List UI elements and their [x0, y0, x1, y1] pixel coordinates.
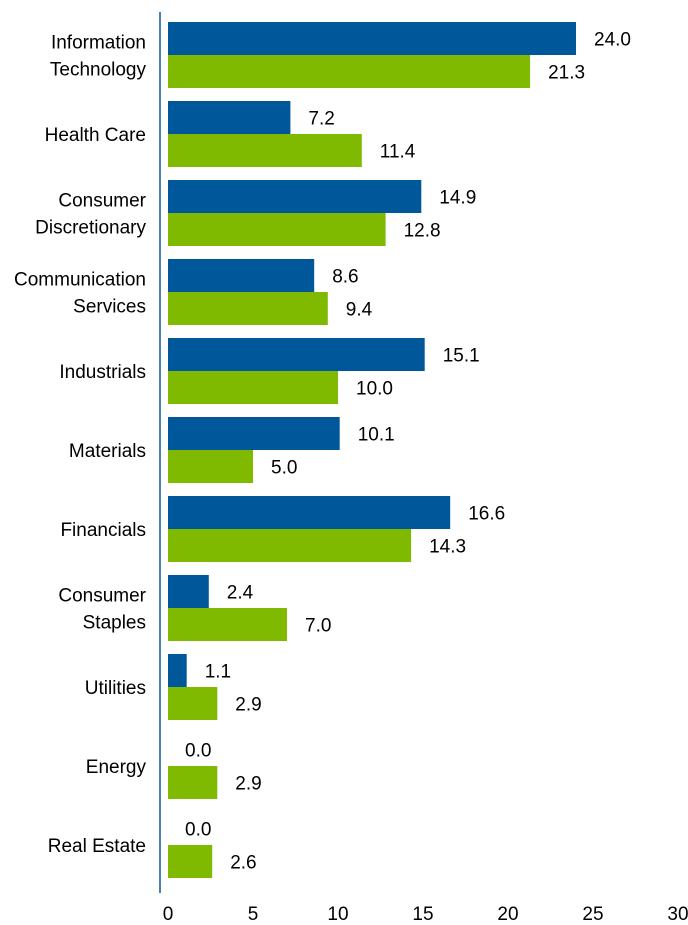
data-label: 5.0: [271, 458, 297, 479]
x-tick-label: 0: [163, 904, 174, 925]
labels-layer: Information Technology 24.0 21.3 Health Care…: [14, 30, 631, 874]
data-label: 12.8: [404, 221, 441, 242]
bar-series-2: [168, 845, 213, 878]
data-label: 10.1: [358, 425, 395, 446]
data-label: 7.0: [305, 616, 331, 637]
data-label: 10.0: [356, 379, 393, 400]
category-label: Consumer Discretionary: [35, 191, 147, 239]
category-label: Communication Services: [14, 270, 146, 318]
data-label: 24.0: [594, 30, 631, 51]
category-label: Financials: [60, 520, 146, 541]
bar-series-1: [168, 338, 425, 371]
x-tick-label: 30: [667, 904, 688, 925]
bar-series-2: [168, 450, 253, 483]
category-label: Utilities: [85, 678, 146, 699]
x-axis-ticks: 0 5 10 15 20 25 30: [163, 904, 688, 925]
data-label: 0.0: [185, 741, 211, 762]
category-label: Health Care: [45, 125, 146, 146]
bar-series-2: [168, 213, 386, 246]
bar-series-1: [168, 496, 451, 529]
data-label: 16.6: [468, 504, 505, 525]
x-tick-label: 15: [412, 904, 433, 925]
bar-series-1: [168, 654, 187, 687]
data-label: 0.0: [185, 820, 211, 841]
bar-series-2: [168, 687, 218, 720]
bar-series-1: [168, 417, 340, 450]
data-label: 9.4: [346, 300, 373, 321]
bar-series-2: [168, 371, 338, 404]
data-label: 14.9: [439, 188, 476, 209]
data-label: 2.9: [235, 695, 261, 716]
bar-series-1: [168, 259, 315, 292]
category-label: Energy: [86, 757, 147, 778]
bar-series-2: [168, 134, 362, 167]
data-label: 1.1: [205, 662, 231, 683]
bar-series-1: [168, 575, 209, 608]
bar-series-2: [168, 529, 412, 562]
category-label: Real Estate: [48, 836, 146, 857]
x-tick-label: 10: [327, 904, 348, 925]
bar-series-1: [168, 22, 576, 55]
data-label: 2.9: [235, 774, 261, 795]
data-label: 2.4: [227, 583, 254, 604]
bar-series-2: [168, 55, 531, 88]
bars-layer: [168, 22, 576, 878]
category-label: Information Technology: [50, 33, 147, 81]
bar-series-2: [168, 608, 287, 641]
bar-series-1: [168, 101, 291, 134]
x-tick-label: 5: [248, 904, 259, 925]
bar-series-2: [168, 766, 218, 799]
data-label: 2.6: [230, 853, 256, 874]
data-label: 7.2: [308, 109, 334, 130]
category-label: Materials: [69, 441, 146, 462]
data-label: 21.3: [548, 63, 585, 84]
data-label: 8.6: [332, 267, 358, 288]
data-label: 15.1: [443, 346, 480, 367]
x-tick-label: 20: [497, 904, 518, 925]
x-tick-label: 25: [582, 904, 603, 925]
data-label: 11.4: [380, 142, 416, 163]
bar-series-1: [168, 180, 422, 213]
data-label: 14.3: [429, 537, 466, 558]
bar-series-2: [168, 292, 328, 325]
category-label: Industrials: [59, 362, 146, 383]
category-label: Consumer Staples: [58, 586, 146, 634]
